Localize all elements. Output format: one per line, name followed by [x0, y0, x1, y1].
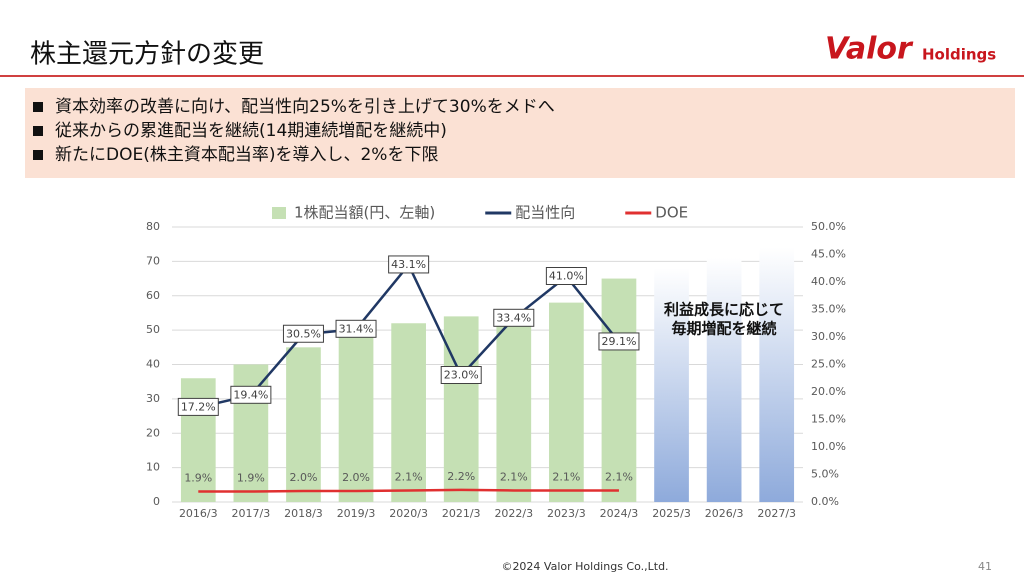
data-label: 29.1%	[601, 335, 636, 348]
data-label: 33.4%	[496, 311, 531, 324]
x-tick-label: 2019/3	[337, 507, 376, 520]
legend-label: 配当性向	[515, 204, 575, 222]
data-label: 2.0%	[289, 471, 317, 484]
y-tick-label: 10	[146, 461, 160, 474]
data-label-box	[230, 385, 272, 404]
y-tick-label: 80	[146, 220, 160, 233]
forecast-bar	[654, 268, 689, 502]
line	[198, 488, 619, 493]
y2-tick-label: 5.0%	[811, 468, 839, 481]
y2-tick-label: 20.0%	[811, 385, 846, 398]
y2-tick-label: 30.0%	[811, 330, 846, 343]
data-label: 1.9%	[184, 472, 212, 485]
y-tick-label: 30	[146, 392, 160, 405]
bullet-text: 資本効率の改善に向け、配当性向25%を引き上げて30%をメドへ	[55, 97, 555, 117]
data-label: 2.2%	[447, 470, 475, 483]
y2-tick-label: 10.0%	[811, 440, 846, 453]
page-number: 41	[978, 560, 992, 573]
x-tick-label: 2024/3	[600, 507, 639, 520]
annotation: 毎期増配を継続	[671, 320, 776, 338]
data-label-box	[388, 255, 430, 274]
y2-tick-label: 50.0%	[811, 220, 846, 233]
annotation: 利益成長に応じて	[664, 301, 784, 319]
bullet-text: 従来からの累進配当を継続(14期連続増配を継続中)	[55, 121, 447, 141]
x-tick-label: 2016/3	[179, 507, 218, 520]
data-label-box	[545, 267, 587, 285]
bar	[496, 309, 532, 502]
x-tick-label: 2017/3	[232, 507, 271, 520]
x-tick-label: 2022/3	[494, 507, 533, 520]
data-label-box	[493, 308, 535, 327]
y-tick-label: 70	[146, 254, 160, 267]
bullet-square	[33, 150, 43, 160]
x-tick-label: 2023/3	[547, 507, 586, 520]
data-label: 31.4%	[339, 322, 374, 335]
y-tick-label: 60	[146, 289, 160, 302]
data-label: 2.0%	[342, 471, 370, 484]
legend-swatch	[272, 207, 286, 219]
data-label: 2.1%	[395, 470, 423, 483]
data-label: 30.5%	[286, 327, 321, 340]
x-tick-label: 2020/3	[389, 507, 428, 520]
y-tick-label: 20	[146, 426, 160, 439]
y2-tick-label: 15.0%	[811, 413, 846, 426]
data-label-box	[177, 397, 219, 416]
bar	[601, 278, 637, 502]
data-label-box	[335, 319, 377, 338]
slide-title: 株主還元方針の変更	[30, 40, 264, 70]
data-label: 17.2%	[181, 400, 216, 413]
forecast-bar	[759, 247, 795, 502]
data-label: 41.0%	[549, 270, 584, 283]
bar	[286, 347, 321, 502]
data-label-box	[282, 324, 324, 343]
copyright: ©2024 Valor Holdings Co.,Ltd.	[501, 560, 668, 573]
y-tick-label: 40	[146, 358, 160, 371]
x-tick-label: 2018/3	[284, 507, 323, 520]
forecast-bar	[706, 257, 742, 502]
bar	[443, 316, 479, 502]
y2-tick-label: 0.0%	[811, 495, 839, 508]
y2-tick-label: 35.0%	[811, 303, 846, 316]
y-tick-label: 50	[146, 323, 160, 336]
y2-tick-label: 25.0%	[811, 358, 846, 371]
data-label-box	[440, 366, 482, 384]
bullet-square	[33, 126, 43, 136]
y2-tick-label: 40.0%	[811, 275, 846, 288]
y-tick-label: 0	[153, 495, 160, 508]
bullet-square	[33, 102, 43, 112]
data-label: 43.1%	[391, 258, 426, 271]
bullet-text: 新たにDOE(株主資本配当率)を導入し、2%を下限	[55, 145, 438, 165]
bullet-box	[25, 88, 1015, 178]
bar	[549, 302, 584, 502]
data-label: 1.9%	[237, 472, 265, 485]
data-label: 2.1%	[552, 470, 580, 483]
bar	[338, 333, 374, 502]
legend-label: DOE	[655, 204, 688, 222]
legend-label: 1株配当額(円、左軸)	[294, 204, 435, 222]
x-tick-label: 2027/3	[757, 507, 796, 520]
data-label: 19.4%	[233, 388, 268, 401]
logo-sub: Holdings	[922, 46, 996, 64]
data-label: 23.0%	[444, 369, 479, 382]
bar	[391, 323, 426, 502]
data-label-box	[598, 332, 640, 351]
x-tick-label: 2025/3	[652, 507, 691, 520]
data-label: 2.1%	[500, 470, 528, 483]
logo-main: Valor	[825, 32, 914, 67]
data-label: 2.1%	[605, 470, 633, 483]
x-tick-label: 2021/3	[442, 507, 481, 520]
x-tick-label: 2026/3	[705, 507, 744, 520]
y2-tick-label: 45.0%	[811, 248, 846, 261]
